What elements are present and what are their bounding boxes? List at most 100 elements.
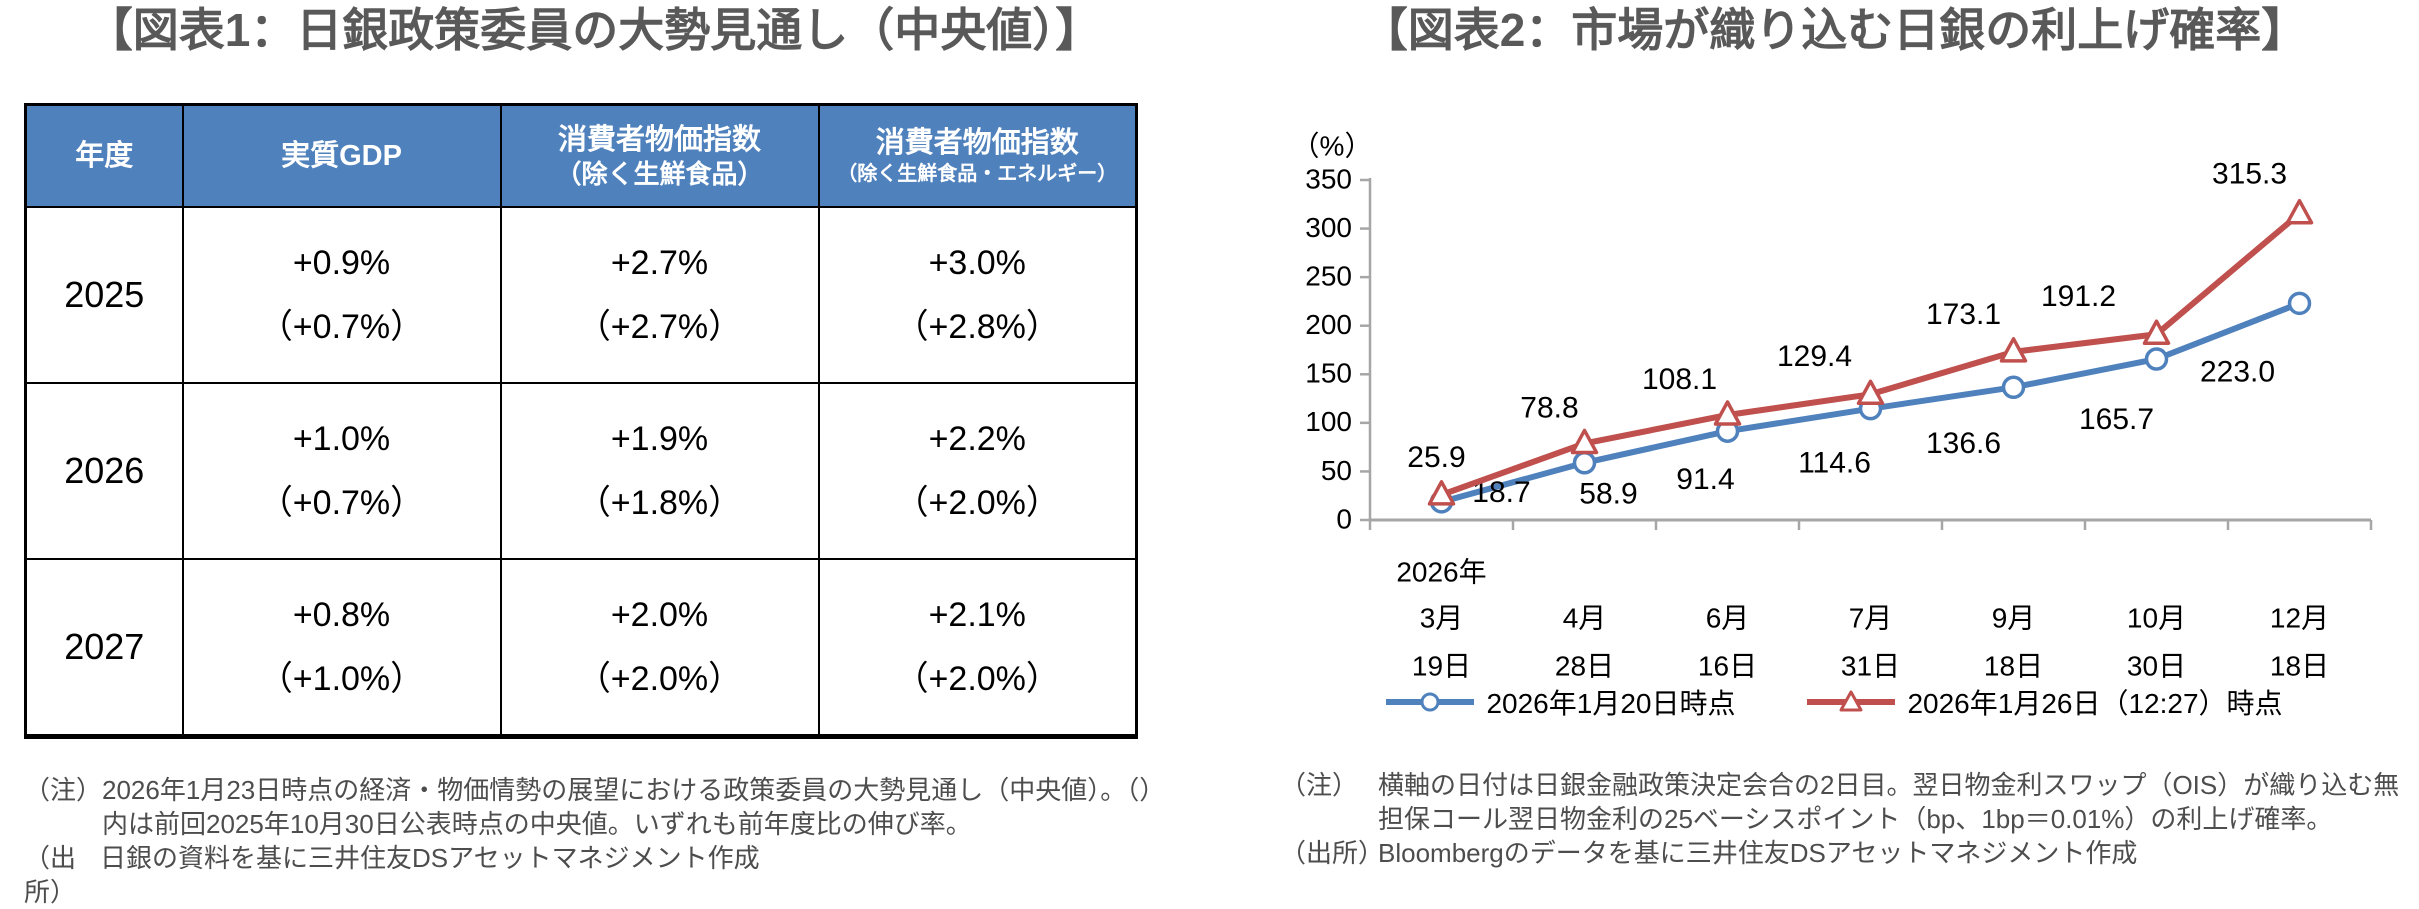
column-header: 実質GDP: [181, 103, 502, 208]
x-tick-month: 9月: [1992, 602, 2036, 633]
x-tick-month: 10月: [2127, 602, 2186, 633]
y-tick-label: 150: [1305, 358, 1352, 389]
value-cell: +2.7% （+2.7%）: [499, 206, 820, 384]
x-tick-day: 28日: [1555, 650, 1614, 680]
rate-hike-probability-chart: 0 50 100 150 200 250 300 350（%） 2026年 3月 19日 4月 28日 6…: [1292, 130, 2373, 680]
data-point-label: 108.1: [1642, 363, 1717, 396]
year-cell: 2025: [24, 206, 184, 384]
table-row: 2027 +0.8% （+1.0%） +2.0% （+2.0%） +2.1% （+2.0%）: [24, 558, 1138, 738]
data-point-marker: [2144, 347, 2169, 371]
data-point-label: 78.8: [1520, 391, 1578, 424]
data-point-label: 173.1: [1926, 298, 2001, 331]
note-text: 2026年1月23日時点の経済・物価情勢の展望における政策委員の大勢見通し（中央…: [102, 775, 1153, 839]
note-label: （注）: [1280, 770, 1359, 800]
legend-label: 2026年1月20日時点: [1486, 688, 1736, 719]
x-tick-month: 4月: [1563, 602, 1607, 633]
data-point-marker: [2001, 375, 2026, 400]
data-point-marker: [2285, 198, 2314, 225]
data-point-marker: [2287, 291, 2312, 316]
x-tick-month: 6月: [1706, 602, 1750, 633]
data-point-label: 25.9: [1407, 441, 1465, 474]
note-row: （注） 横軸の日付は日銀金融政策決定会合の2日目。翌日物金利スワップ（OIS）が…: [1250, 768, 2419, 836]
y-tick-label: 300: [1305, 212, 1352, 243]
data-point-marker: [1570, 428, 1599, 455]
x-axis-labels: 2026年 3月 19日 4月 28日 6月 16日 7月 31日 9月 18日 10月 30日 12月 1…: [1368, 520, 2373, 680]
x-tick-month: 12月: [2270, 602, 2329, 633]
series-1: 25.9 78.8 108.1 129.4 173.1 191.2 315.3: [1407, 158, 2314, 506]
table-row: 2025 +0.9% （+0.7%） +2.7% （+2.7%） +3.0% （+2.8%）: [24, 206, 1138, 384]
data-point-label: 58.9: [1579, 478, 1637, 511]
value-cell: +0.9% （+0.7%）: [181, 206, 502, 384]
x-tick-day: 31日: [1841, 650, 1900, 680]
y-tick-label: 0: [1336, 503, 1352, 534]
x-tick-day: 18日: [1984, 650, 2043, 680]
column-header: 年度: [24, 103, 184, 208]
y-tick-label: 250: [1305, 261, 1352, 292]
y-axis-unit-label: （%）: [1292, 130, 1373, 161]
chart-legend: 2026年1月20日時点 2026年1月26日（12:27）時点: [1250, 684, 2419, 720]
legend-triangle-marker-icon: [1807, 690, 1896, 712]
x-tick-month: 7月: [1849, 602, 1893, 633]
data-point-label: 136.6: [1926, 427, 2001, 460]
data-point-label: 129.4: [1777, 340, 1852, 373]
source-label: （出所）: [1280, 838, 1385, 868]
legend-label: 2026年1月26日（12:27）時点: [1907, 688, 2283, 719]
figure1-notes: （注） 2026年1月23日時点の経済・物価情勢の展望における政策委員の大勢見通…: [24, 773, 1164, 909]
note-text: 横軸の日付は日銀金融政策決定会合の2日目。翌日物金利スワップ（OIS）が織り込む…: [1378, 770, 2400, 834]
note-label: （注）: [24, 775, 103, 805]
y-tick-label: 50: [1321, 455, 1352, 486]
data-point-marker: [1999, 337, 2028, 363]
data-point-label: 91.4: [1676, 463, 1734, 496]
value-cell: +3.0% （+2.8%）: [817, 206, 1138, 384]
y-axis-labels: 0 50 100 150 200 250 300 350（%）: [1292, 130, 1373, 534]
data-point-label: 315.3: [2212, 158, 2287, 191]
data-point-label: 191.2: [2041, 280, 2116, 313]
figure2-title: 【図表2：市場が織り込む日銀の利上げ確率】: [1361, 4, 2308, 56]
data-point-label: 223.0: [2200, 355, 2275, 388]
data-point-label: 114.6: [1798, 447, 1871, 480]
y-tick-label: 100: [1305, 406, 1352, 437]
y-tick-label: 350: [1305, 163, 1352, 194]
year-cell: 2027: [24, 558, 184, 738]
value-cell: +2.0% （+2.0%）: [499, 558, 820, 738]
x-tick-day: 19日: [1412, 650, 1471, 680]
data-point-marker: [1572, 451, 1597, 475]
page: 【図表1：日銀政策委員の大勢見通し（中央値）】 年度 実質GDP 消費者物価指数 （除…: [24, 6, 2400, 907]
x-tick-day: 16日: [1698, 650, 1757, 680]
figure2-panel: 【図表2：市場が織り込む日銀の利上げ確率】 0 50 100 150 200 250 300…: [1250, 6, 2419, 870]
source-row: （出所） 日銀の資料を基に三井住友DSアセットマネジメント作成: [24, 841, 1164, 909]
column-header: 消費者物価指数 （除く生鮮食品）: [499, 103, 820, 208]
column-header: 消費者物価指数 （除く生鮮食品・エネルギー）: [817, 103, 1138, 208]
x-tick-day: 18日: [2270, 650, 2329, 680]
x-tick-day: 30日: [2127, 650, 2186, 680]
note-row: （注） 2026年1月23日時点の経済・物価情勢の展望における政策委員の大勢見通…: [24, 773, 1164, 841]
table-row: 2026 +1.0% （+0.7%） +1.9% （+1.8%） +2.2% （+2.0%）: [24, 382, 1138, 560]
value-cell: +2.1% （+2.0%）: [817, 558, 1138, 738]
outlook-table: 年度 実質GDP 消費者物価指数 （除く生鮮食品） 消費者物価指数 （除く生鮮食品・エネル…: [24, 103, 1138, 739]
figure1-title: 【図表1：日銀政策委員の大勢見通し（中央値）】: [86, 4, 1102, 56]
data-point-marker: [1427, 480, 1456, 506]
data-point-marker: [1713, 400, 1742, 426]
value-cell: +1.9% （+1.8%）: [499, 382, 820, 560]
x-tick-month: 3月: [1420, 602, 1464, 633]
y-tick-label: 200: [1305, 309, 1352, 340]
source-row: （出所） Bloombergのデータを基に三井住友DSアセットマネジメント作成: [1250, 836, 2419, 870]
source-text: 日銀の資料を基に三井住友DSアセットマネジメント作成: [100, 843, 760, 873]
source-text: Bloombergのデータを基に三井住友DSアセットマネジメント作成: [1378, 838, 2138, 868]
value-cell: +0.8% （+1.0%）: [181, 558, 502, 738]
legend-circle-marker-icon: [1386, 692, 1475, 712]
year-cell: 2026: [24, 382, 184, 560]
data-point-marker: [2142, 319, 2171, 346]
data-point-label: 165.7: [2079, 403, 2154, 436]
legend-item: 2026年1月20日時点: [1386, 682, 1735, 722]
axes: [1368, 178, 2371, 522]
data-point-marker: [1856, 379, 1885, 406]
figure1-panel: 【図表1：日銀政策委員の大勢見通し（中央値）】 年度 実質GDP 消費者物価指数 （除…: [24, 6, 1164, 909]
value-cell: +2.2% （+2.0%）: [817, 382, 1138, 560]
figure2-notes: （注） 横軸の日付は日銀金融政策決定会合の2日目。翌日物金利スワップ（OIS）が…: [1250, 768, 2419, 870]
x-axis-year-label: 2026年: [1396, 556, 1486, 587]
source-label: （出所）: [24, 843, 77, 907]
value-cell: +1.0% （+0.7%）: [181, 382, 502, 560]
legend-item: 2026年1月26日（12:27）時点: [1807, 682, 2283, 722]
table-header-row: 年度 実質GDP 消費者物価指数 （除く生鮮食品） 消費者物価指数 （除く生鮮食品・エネル…: [24, 103, 1138, 208]
